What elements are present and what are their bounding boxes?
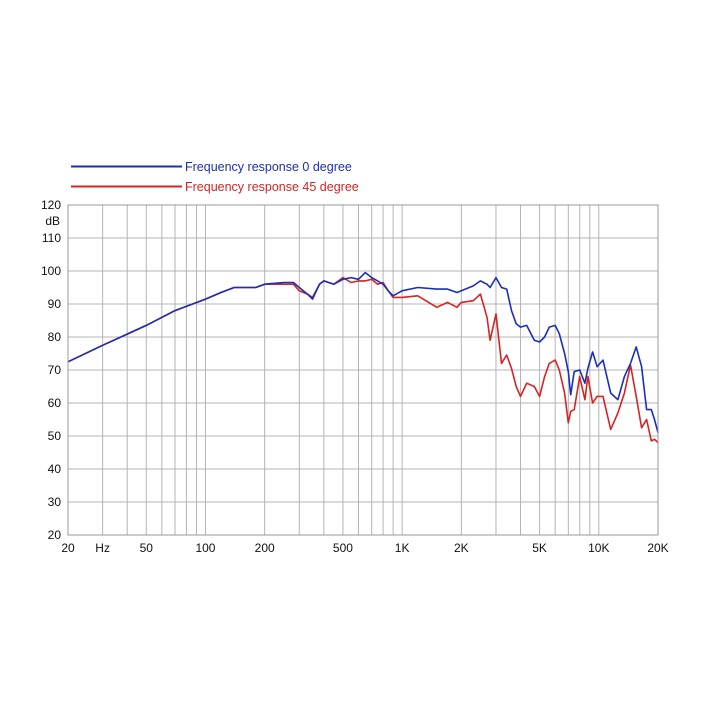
legend-label-0-degree: Frequency response 0 degree xyxy=(185,160,352,174)
y-axis-unit-label: dB xyxy=(45,214,60,228)
series-line-0-degree xyxy=(67,271,659,433)
x-tick-label: 20 xyxy=(61,541,75,555)
grid xyxy=(67,204,659,536)
series-lines xyxy=(67,271,659,444)
y-tick-label: 50 xyxy=(48,429,62,443)
x-tick-label: 500 xyxy=(333,541,353,555)
legend: Frequency response 0 degree Frequency re… xyxy=(71,160,359,194)
x-tick-label: 100 xyxy=(195,541,215,555)
y-tick-label: 70 xyxy=(48,363,62,377)
x-tick-label: Hz xyxy=(95,541,110,555)
y-tick-label: 30 xyxy=(48,495,62,509)
y-tick-label: 40 xyxy=(48,462,62,476)
x-axis-ticks: 20 Hz 50 100 200 500 1K 2K 5K 10K 20K xyxy=(61,541,668,555)
x-tick-label: 200 xyxy=(255,541,275,555)
y-tick-label: 60 xyxy=(48,396,62,410)
x-tick-label: 2K xyxy=(454,541,469,555)
y-tick-label: 20 xyxy=(48,528,62,542)
y-tick-label: 110 xyxy=(42,231,61,245)
x-tick-label: 10K xyxy=(588,541,609,555)
x-tick-label: 50 xyxy=(140,541,154,555)
x-tick-label: 5K xyxy=(532,541,547,555)
x-tick-label: 1K xyxy=(395,541,410,555)
plot-frame xyxy=(67,204,659,536)
y-tick-label: 80 xyxy=(48,330,62,344)
legend-label-45-degree: Frequency response 45 degree xyxy=(185,180,359,194)
y-tick-label: 90 xyxy=(48,297,62,311)
y-axis-ticks: 20 30 40 50 60 70 80 90 100 110 120 xyxy=(41,198,61,542)
y-tick-label: 100 xyxy=(41,264,61,278)
series-line-45-degree xyxy=(67,276,659,444)
x-tick-label: 20K xyxy=(647,541,668,555)
y-tick-label: 120 xyxy=(41,198,61,212)
